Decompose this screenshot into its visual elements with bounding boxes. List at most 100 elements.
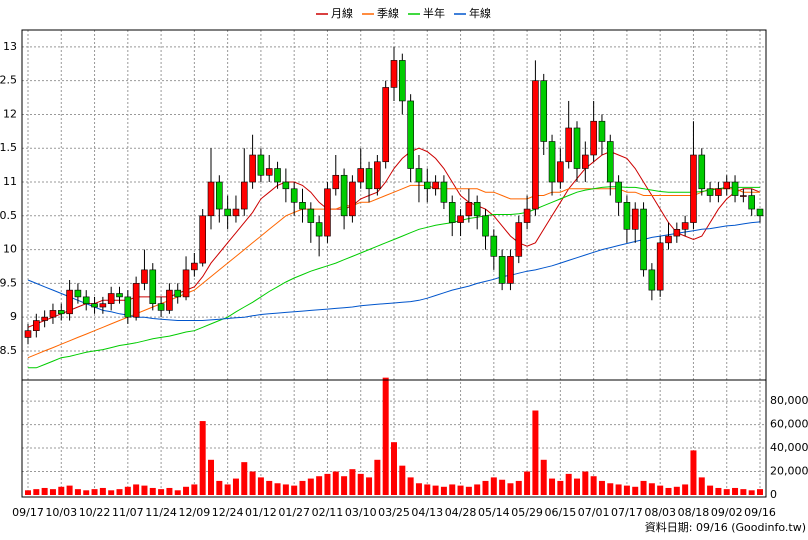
y-tick-label: 12 (3, 107, 17, 120)
candle-body (457, 215, 464, 223)
candle-body (199, 215, 206, 264)
candle-body (91, 303, 98, 308)
candle-body (74, 289, 82, 298)
volume-bar (208, 459, 214, 495)
volume-bar (490, 477, 497, 495)
candle-body (606, 141, 614, 183)
x-tick-label: 05/29 (511, 506, 543, 519)
volume-bar (640, 480, 647, 495)
volume-bar (648, 483, 655, 495)
x-tick-label: 11/24 (145, 506, 177, 519)
x-tick-label: 08/03 (644, 506, 676, 519)
candle-body (756, 208, 764, 217)
candle-body (224, 208, 231, 217)
candle-body (740, 195, 747, 197)
volume-bar (74, 489, 81, 495)
volume-bar (499, 479, 506, 495)
volume-bar (291, 485, 298, 495)
volume-bar (748, 490, 755, 495)
volume-bar (399, 465, 406, 495)
y-tick-label: 10 (3, 243, 17, 256)
volume-bar (166, 487, 173, 495)
volume-bar (274, 483, 281, 495)
candle-body (415, 168, 423, 183)
candle-body (573, 127, 581, 169)
volume-bar (673, 486, 680, 495)
volume-bar (507, 483, 514, 495)
volume-bar (141, 485, 148, 495)
volume-bar (524, 471, 531, 495)
candle-body (132, 283, 140, 318)
volume-bar (707, 485, 714, 495)
candle-body (548, 141, 556, 183)
volume-bar (91, 489, 98, 495)
candle-body (182, 269, 190, 298)
volume-bar (457, 485, 464, 495)
candle-body (440, 181, 448, 203)
y-tick-label: 11 (3, 175, 17, 188)
candle-body (715, 188, 722, 196)
volume-bar (116, 489, 123, 495)
x-tick-label: 08/18 (678, 506, 710, 519)
candle-body (432, 181, 439, 190)
candle-body (41, 316, 48, 321)
volume-bar (324, 473, 331, 495)
volume-bar (366, 477, 373, 495)
volume-bar (657, 485, 664, 495)
legend-label: 年線 (469, 6, 491, 20)
candle-body (232, 208, 240, 217)
candle-body (590, 120, 597, 156)
candle-body (565, 127, 572, 163)
volume-bar (216, 480, 223, 495)
x-tick-label: 09/17 (12, 506, 44, 519)
candle-body (673, 229, 681, 237)
candle-body (24, 330, 32, 338)
volume-bar (25, 490, 31, 495)
candle-body (623, 201, 631, 230)
volume-bar (715, 487, 722, 495)
candle-body (290, 188, 298, 203)
candle-body (540, 80, 548, 142)
volume-bar (407, 477, 414, 495)
volume-bar (391, 442, 397, 495)
volume-bar (615, 484, 622, 495)
candle-body (382, 87, 389, 163)
volume-bar (698, 477, 705, 495)
volume-bar (357, 473, 364, 495)
volume-bar (549, 478, 556, 495)
volume-bar (757, 489, 763, 495)
x-tick-label: 12/24 (212, 506, 244, 519)
x-tick-label: 07/17 (611, 506, 643, 519)
volume-bar (449, 484, 456, 495)
volume-bar (332, 471, 339, 495)
volume-bar (266, 480, 273, 495)
candle-body (141, 269, 148, 284)
volume-bar (49, 489, 56, 495)
candle-body (249, 154, 256, 183)
candle-body (515, 222, 523, 257)
volume-bar (158, 489, 165, 495)
legend-label: 月線 (331, 6, 353, 20)
volume-bar (257, 477, 264, 495)
volume-bar (224, 484, 231, 495)
volume-tick-label: 80,000 (770, 394, 808, 407)
candle-body (315, 222, 323, 237)
x-tick-label: 06/15 (545, 506, 577, 519)
candle-body (240, 181, 248, 210)
volume-bar (432, 485, 439, 495)
volume-bar (133, 484, 140, 495)
volume-bar (574, 478, 580, 495)
candle-body (307, 208, 315, 223)
x-tick-label: 03/25 (378, 506, 410, 519)
volume-bar (341, 476, 348, 495)
x-tick-label: 10/22 (79, 506, 111, 519)
candle-body (82, 296, 90, 304)
candle-body (265, 168, 273, 176)
candle-body (656, 242, 664, 291)
volume-bar (623, 485, 630, 495)
volume-bar (732, 487, 739, 495)
volume-bar (199, 421, 206, 495)
x-tick-label: 09/16 (744, 506, 776, 519)
volume-bar (465, 486, 472, 495)
volume-bar (665, 487, 672, 495)
